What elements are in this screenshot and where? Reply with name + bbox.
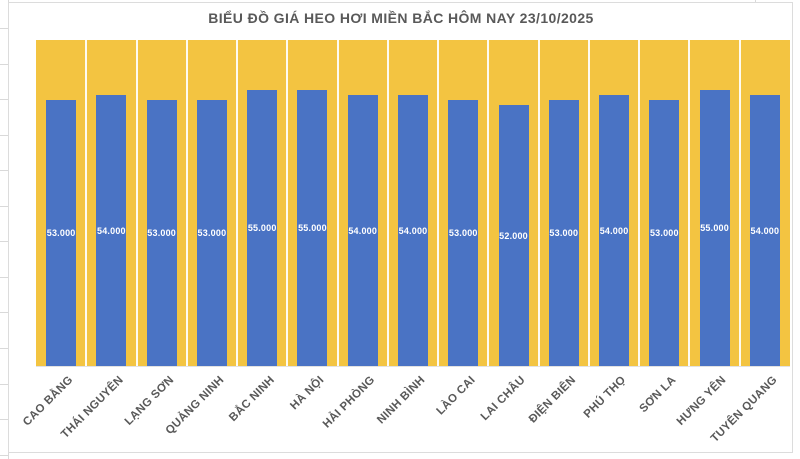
- sheet-row-gridline: [0, 99, 8, 101]
- x-axis-label: PHÚ THỌ: [582, 374, 629, 421]
- bar: 53.000: [46, 100, 77, 366]
- bar: 53.000: [448, 100, 479, 366]
- column-separator: [135, 40, 138, 366]
- bar-value-label: 54.000: [97, 225, 126, 236]
- x-axis-label: HẢI PHÒNG: [320, 374, 378, 431]
- bar-value-label: 53.000: [197, 228, 227, 239]
- plot-area: 53.000 54.000 53.000 53.000 55.000 55.000 54.0…: [36, 40, 790, 367]
- bar-value-label: 52.000: [499, 230, 528, 241]
- sheet-row-gridline: [0, 170, 8, 172]
- bar: 55.000: [247, 90, 278, 366]
- bar-value-label: 53.000: [549, 228, 579, 239]
- bar: 52.000: [498, 105, 529, 366]
- bar-value-label: 55.000: [700, 223, 729, 234]
- x-axis-label: NINH BÌNH: [375, 374, 428, 427]
- bar-value-label: 54.000: [750, 225, 780, 236]
- bar: 54.000: [599, 95, 630, 366]
- bar-value-label: 53.000: [46, 228, 76, 239]
- x-axis-label: HÀ NỘI: [288, 374, 327, 413]
- bar-value-label: 53.000: [649, 228, 679, 239]
- column-separator: [688, 40, 691, 366]
- column-separator: [85, 40, 88, 366]
- x-axis-label: SƠN LA: [637, 374, 679, 416]
- column-separator: [537, 40, 540, 366]
- bar: 54.000: [347, 95, 378, 366]
- bar: 55.000: [699, 90, 730, 366]
- x-axis-label: HƯNG YÊN: [675, 374, 730, 428]
- x-axis-label: LÀO CAI: [434, 374, 478, 418]
- column-separator: [638, 40, 641, 366]
- column-separator: [487, 40, 490, 366]
- bar: 54.000: [398, 95, 428, 366]
- sheet-row-gridline: [0, 63, 8, 65]
- bar-value-label: 55.000: [298, 223, 327, 234]
- sheet-row-gridline: [0, 28, 8, 29]
- column-separator: [286, 40, 289, 366]
- sheet-row-gridline: [0, 347, 8, 349]
- bar: 53.000: [649, 100, 680, 366]
- bar: 53.000: [548, 100, 579, 366]
- column-separator: [236, 40, 239, 366]
- column-separator: [386, 40, 389, 366]
- sheet-row-gridline: [0, 312, 8, 314]
- bar: 53.000: [146, 100, 177, 366]
- x-axis-label: BẮC NINH: [226, 374, 277, 424]
- sheet-row-gridline: [0, 454, 8, 456]
- x-axis-label: ĐIỆN BIÊN: [526, 374, 579, 426]
- x-axis-label: LẠNG SƠN: [122, 374, 177, 428]
- sheet-row-gridline: [0, 419, 8, 420]
- bar-value-label: 53.000: [147, 228, 177, 239]
- bar-value-label: 54.000: [599, 225, 629, 236]
- bar-value-label: 54.000: [398, 225, 428, 236]
- x-axis-label: LAI CHÂU: [478, 374, 528, 424]
- column-separator: [587, 40, 590, 366]
- column-separator: [185, 40, 188, 366]
- column-separator: [437, 40, 440, 366]
- chart-title: BIỂU ĐỒ GIÁ HEO HƠI MIỀN BẮC HÔM NAY 23/…: [208, 10, 594, 26]
- bar: 54.000: [96, 95, 127, 366]
- sheet-row-gridline: [0, 383, 8, 385]
- bar-value-label: 54.000: [348, 225, 378, 236]
- sheet-row-gridline: [0, 241, 8, 243]
- bar-value-label: 53.000: [448, 228, 478, 239]
- bar-value-label: 55.000: [247, 223, 277, 234]
- bar: 53.000: [196, 100, 227, 366]
- sheet-row-gridline: [0, 276, 8, 278]
- sheet-row-gridline: [0, 205, 8, 207]
- column-separator: [738, 40, 741, 366]
- bar: 54.000: [749, 95, 780, 366]
- column-separator: [336, 40, 339, 366]
- sheet-row-gridline: [0, 134, 8, 136]
- x-axis-labels: CAO BẰNG THÁI NGUYÊN LẠNG SƠN QUẢNG NINH BẮC…: [21, 372, 790, 459]
- bar: 55.000: [297, 90, 328, 366]
